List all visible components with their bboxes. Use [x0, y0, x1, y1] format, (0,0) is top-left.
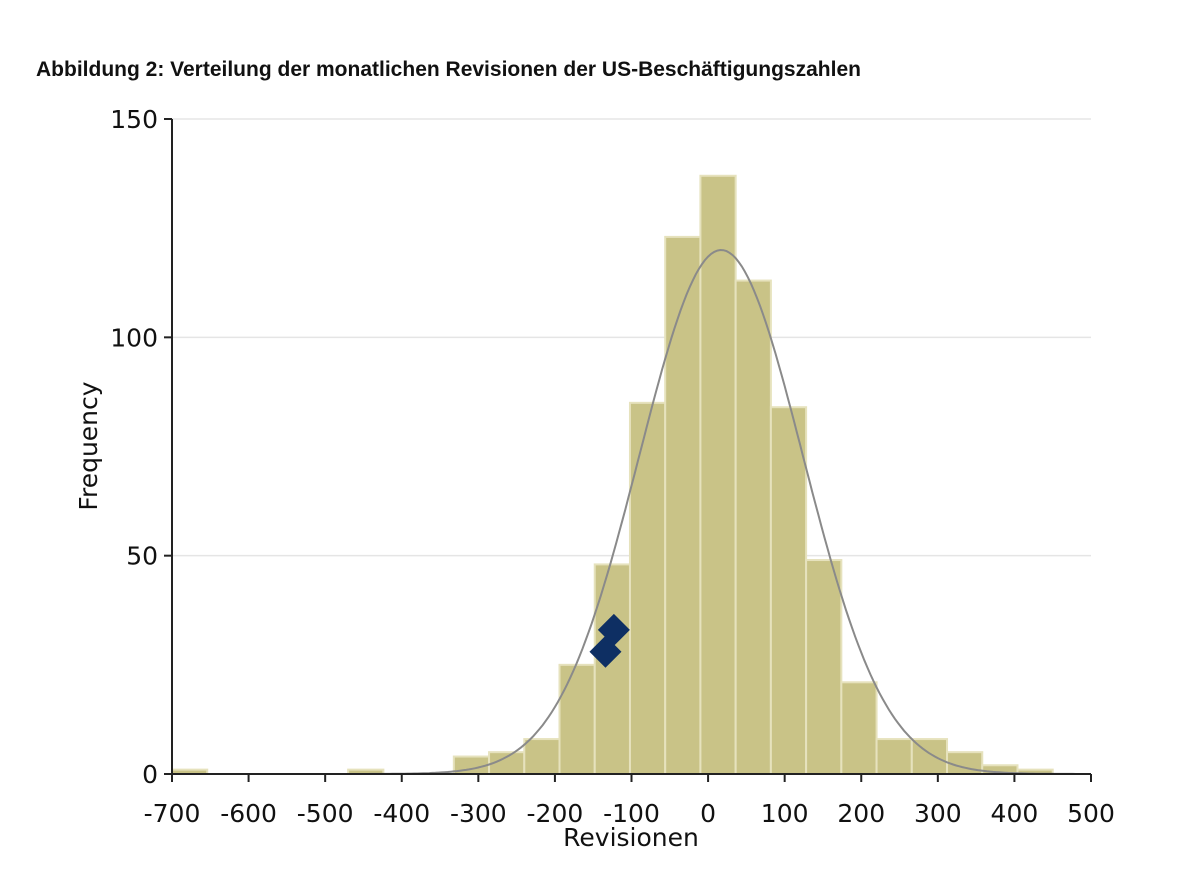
x-tick-label-9: 200: [837, 799, 885, 828]
x-tick-labels: -700 -600 -500 -400 -300 -200 -100 0 100 200 300 40…: [144, 799, 1115, 828]
y-tick-label-3: 150: [110, 105, 158, 134]
histogram-bar-14: [875, 738, 913, 775]
y-tick-label-2: 100: [110, 323, 158, 352]
x-tick-label-7: 0: [700, 799, 716, 828]
histogram-bars: [171, 174, 1054, 776]
y-tick-label-0: 0: [142, 760, 158, 789]
x-tick-label-0: -700: [144, 799, 201, 828]
x-axis-label: Revisionen: [563, 823, 699, 852]
x-tick-label-10: 300: [914, 799, 962, 828]
x-tick-label-1: -600: [220, 799, 277, 828]
histogram-bar-11: [769, 406, 808, 775]
x-tick-label-4: -300: [450, 799, 507, 828]
histogram-bar-5: [558, 663, 596, 775]
x-tick-label-3: -400: [373, 799, 430, 828]
revision-markers: [589, 613, 630, 668]
marker-diamond-1: [589, 635, 622, 668]
x-tick-label-12: 500: [1067, 799, 1115, 828]
axes: [164, 118, 1092, 782]
y-tick-labels: 0 50 100 150: [110, 105, 158, 789]
y-axis-label: Frequency: [74, 381, 103, 510]
chart-title: Abbildung 2: Verteilung der monatlichen …: [36, 58, 861, 81]
x-tick-label-11: 400: [991, 799, 1039, 828]
histogram-bar-13: [840, 681, 878, 775]
histogram-bar-8: [664, 235, 702, 775]
histogram-bar-4: [523, 738, 561, 775]
y-tick-label-1: 50: [126, 542, 158, 571]
histogram-bar-7: [628, 401, 667, 775]
x-tick-label-5: -200: [527, 799, 584, 828]
x-tick-label-2: -500: [297, 799, 354, 828]
histogram-bar-12: [805, 559, 843, 775]
histogram-bar-10: [734, 279, 772, 775]
x-tick-label-8: 100: [761, 799, 809, 828]
x-tick-label-6: -100: [603, 799, 660, 828]
histogram-bar-9: [699, 174, 737, 775]
